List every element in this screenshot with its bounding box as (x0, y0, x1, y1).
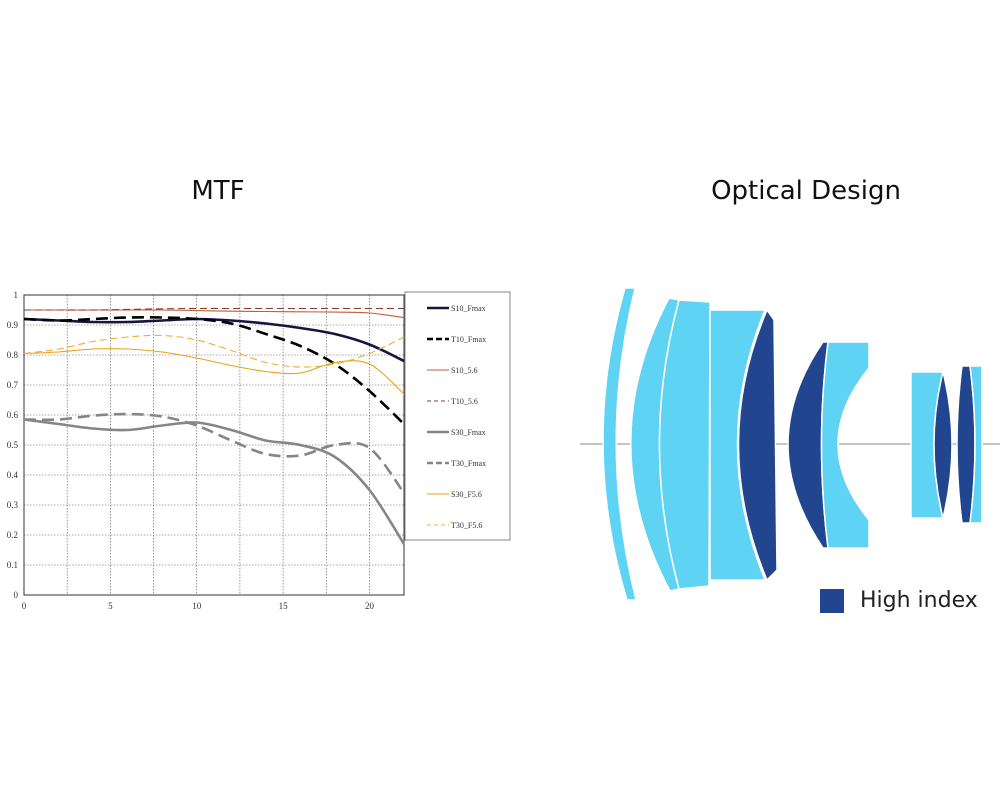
y-tick-label: 0.7 (7, 380, 19, 390)
plot-frame (23, 294, 405, 596)
legend-label: S30_Fmax (451, 428, 486, 437)
legend-label: T30_F5.6 (451, 521, 482, 530)
x-tick-label: 0 (22, 601, 27, 611)
legend-label: S10_5.6 (451, 366, 477, 375)
lens-element-9 (933, 371, 953, 519)
series-line-s10-5-6 (24, 309, 405, 319)
lens-element-7 (820, 341, 870, 549)
legend-label: S10_Fmax (451, 304, 486, 313)
legend-label: T10_5.6 (451, 397, 478, 406)
x-tick-label: 5 (108, 601, 113, 611)
y-tick-label: 0 (14, 590, 19, 600)
series-line-t30-f5-6 (23, 334, 405, 368)
high-index-label: High index (860, 588, 978, 613)
y-tick-label: 0.4 (7, 470, 19, 480)
y-tick-label: 0.9 (7, 320, 19, 330)
mtf-axes: 00.10.20.30.40.50.60.70.80.910 5 10 15 20 (7, 290, 405, 611)
series-line-s30-f5-6 (23, 348, 405, 395)
y-tick-label: 0.6 (7, 410, 19, 420)
high-index-swatch (820, 588, 844, 613)
high-index-legend: High index (820, 588, 978, 613)
legend-label: T30_Fmax (451, 459, 486, 468)
y-tick-label: 0.3 (7, 500, 19, 510)
series-line-t10-fmax (23, 316, 405, 425)
legend-box (404, 291, 511, 541)
mtf-title: MTF (191, 176, 245, 206)
x-tick-label: 20 (365, 601, 375, 611)
y-tick-label: 0.5 (7, 440, 19, 450)
lens-element-11 (969, 365, 983, 524)
series-line-s30-fmax (23, 418, 406, 545)
mtf-chart: 00.10.20.30.40.50.60.70.80.910 5 10 15 20 S1… (7, 290, 511, 611)
legend-label: S30_F5.6 (451, 490, 482, 499)
series-line-t10-5-6 (24, 307, 404, 311)
lens-element-3 (658, 299, 711, 590)
optical-design-title: Optical Design (711, 176, 901, 206)
mtf-lines (23, 307, 406, 545)
y-tick-label: 0.1 (7, 560, 18, 570)
lens-element-5 (737, 308, 778, 582)
x-tick-label: 15 (279, 601, 289, 611)
y-tick-label: 0.2 (7, 530, 18, 540)
mtf-grid (23, 294, 404, 596)
optical-design-diagram (580, 287, 1000, 601)
legend-label: T10_Fmax (451, 335, 486, 344)
lens-element-1 (602, 287, 637, 601)
mtf-legend: S10_Fmax T10_Fmax S10_5.6 T10_5.6 S30_Fmax T3… (404, 291, 511, 541)
lens-element-4 (709, 309, 767, 581)
x-tick-label: 10 (192, 601, 202, 611)
y-tick-label: 1 (14, 290, 19, 300)
y-tick-label: 0.8 (7, 350, 19, 360)
